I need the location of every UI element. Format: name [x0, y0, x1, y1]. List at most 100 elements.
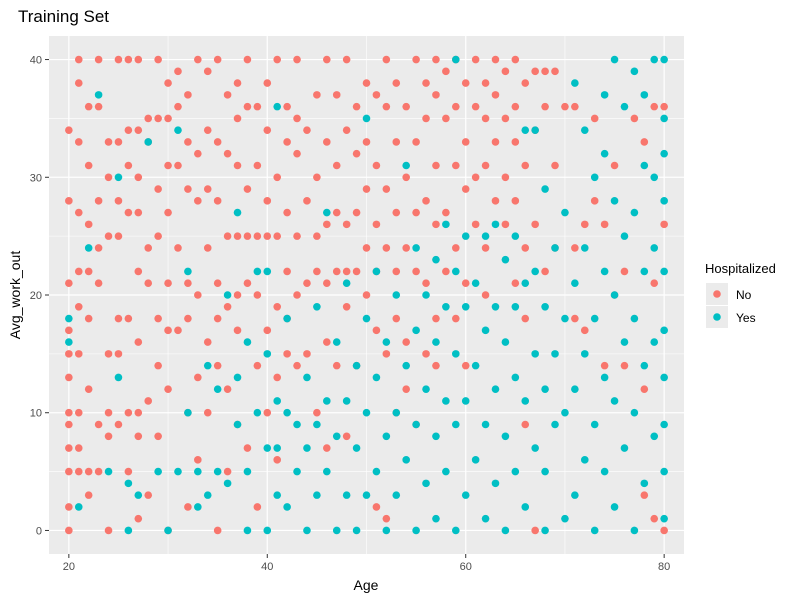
data-point-yes: [273, 397, 282, 405]
data-point-yes: [610, 55, 619, 64]
data-point-yes: [223, 479, 232, 488]
data-point-yes: [511, 467, 520, 476]
data-point-no: [74, 302, 83, 311]
data-point-no: [362, 244, 371, 252]
data-point-yes: [541, 526, 549, 535]
data-point-no: [332, 361, 341, 370]
data-point-no: [253, 503, 262, 511]
data-point-no: [461, 279, 470, 288]
data-point-no: [352, 149, 361, 158]
data-point-yes: [590, 420, 599, 429]
data-point-no: [94, 244, 103, 252]
data-point-yes: [392, 491, 401, 499]
data-point-yes: [412, 244, 420, 252]
legend-label-no: No: [736, 288, 752, 302]
data-point-yes: [194, 467, 202, 476]
data-point-no: [501, 173, 510, 182]
data-point-no: [94, 420, 103, 429]
data-point-yes: [630, 408, 639, 417]
data-point-no: [531, 526, 539, 535]
data-point-yes: [590, 314, 599, 323]
data-point-yes: [432, 338, 440, 346]
data-point-no: [184, 314, 192, 323]
data-point-no: [392, 138, 401, 146]
data-point-yes: [432, 432, 440, 441]
data-point-no: [223, 232, 232, 240]
data-point-no: [154, 55, 162, 64]
data-point-no: [541, 102, 549, 111]
data-point-no: [134, 432, 143, 441]
data-point-yes: [471, 456, 480, 464]
data-point-yes: [352, 444, 361, 452]
data-point-no: [541, 267, 549, 276]
data-point-yes: [442, 220, 450, 229]
data-point-no: [531, 67, 539, 76]
data-point-no: [382, 102, 391, 111]
data-point-yes: [203, 491, 212, 499]
data-point-no: [432, 91, 440, 99]
data-point-no: [293, 291, 301, 299]
data-point-no: [213, 138, 222, 146]
data-point-yes: [551, 420, 559, 429]
data-point-no: [124, 161, 133, 170]
data-point-yes: [521, 279, 530, 288]
data-point-yes: [561, 314, 569, 323]
data-point-no: [233, 326, 242, 335]
data-point-no: [382, 350, 391, 358]
data-point-no: [164, 161, 172, 170]
data-point-yes: [392, 408, 401, 417]
data-point-yes: [213, 467, 222, 476]
data-point-yes: [630, 67, 639, 76]
data-point-yes: [600, 373, 609, 382]
data-point-yes: [640, 479, 649, 488]
data-point-yes: [541, 185, 549, 193]
legend-label-yes: Yes: [736, 311, 756, 325]
data-point-yes: [372, 467, 381, 476]
data-point-no: [293, 232, 301, 240]
data-point-yes: [74, 503, 83, 511]
data-point-yes: [650, 338, 659, 346]
data-point-no: [461, 185, 470, 193]
data-point-no: [362, 185, 371, 193]
data-point-no: [213, 314, 222, 323]
data-point-no: [313, 267, 321, 276]
data-point-yes: [561, 408, 569, 417]
data-point-no: [144, 491, 153, 499]
data-point-yes: [531, 350, 539, 358]
data-point-no: [213, 526, 222, 535]
data-point-no: [164, 326, 172, 335]
data-point-yes: [303, 444, 311, 452]
data-point-no: [74, 408, 83, 417]
data-point-no: [74, 350, 83, 358]
data-point-no: [580, 326, 589, 335]
y-tick-labels: 0 10 20 30 40: [30, 55, 42, 538]
data-point-no: [481, 79, 490, 87]
data-point-yes: [620, 102, 629, 111]
data-point-yes: [521, 397, 530, 405]
data-point-no: [392, 314, 401, 323]
data-point-no: [194, 149, 202, 158]
data-point-no: [303, 197, 311, 205]
data-point-no: [84, 467, 93, 476]
data-point-no: [293, 361, 301, 370]
data-point-yes: [640, 267, 649, 276]
data-point-no: [293, 55, 301, 64]
data-point-no: [114, 314, 123, 323]
data-point-no: [194, 197, 202, 205]
data-point-no: [104, 232, 113, 240]
y-tick-label: 30: [30, 172, 42, 184]
data-point-yes: [154, 467, 162, 476]
data-point-no: [253, 361, 262, 370]
data-point-yes: [342, 491, 351, 499]
data-point-yes: [283, 314, 291, 323]
data-point-yes: [392, 291, 401, 299]
data-point-yes: [571, 79, 579, 87]
data-point-no: [600, 220, 609, 229]
data-point-yes: [461, 232, 470, 240]
data-point-yes: [451, 267, 460, 276]
data-point-no: [461, 138, 470, 146]
data-point-no: [273, 173, 282, 182]
data-point-no: [114, 197, 123, 205]
data-point-no: [203, 408, 212, 417]
data-point-no: [402, 385, 410, 393]
